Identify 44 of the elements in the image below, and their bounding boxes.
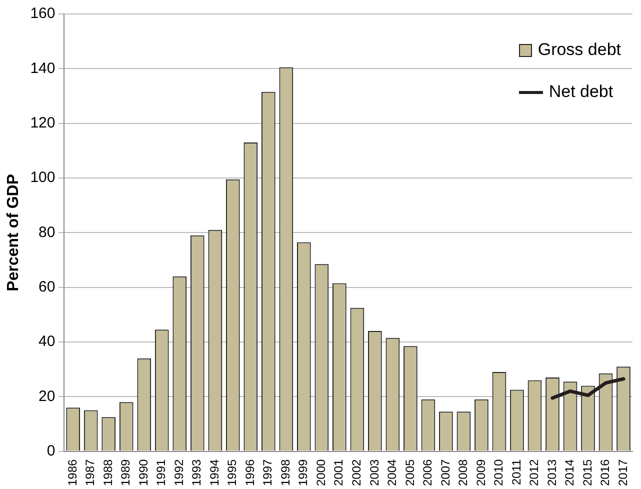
legend-label: Net debt <box>548 82 614 102</box>
x-tick-label: 1994 <box>207 458 222 486</box>
x-tick-label: 2008 <box>456 458 470 486</box>
x-tick-label: 2015 <box>580 458 594 486</box>
y-tick-label: 0 <box>46 442 56 460</box>
x-tick-label: 2007 <box>438 458 452 486</box>
x-tick-label: 2014 <box>562 458 577 486</box>
y-tick-label: 80 <box>38 224 56 241</box>
x-tick-label: 1990 <box>136 458 150 486</box>
x-tick-label: 2013 <box>544 458 559 486</box>
x-tick-label: 2009 <box>474 458 488 486</box>
x-tick-label: 2006 <box>420 458 435 486</box>
y-tick-label: 20 <box>38 388 56 405</box>
y-tick-label: 120 <box>30 114 56 132</box>
y-tick-label: 100 <box>30 169 56 186</box>
x-tick-label: 2005 <box>402 458 417 486</box>
y-tick-label: 160 <box>30 5 56 22</box>
x-tick-label: 2011 <box>509 458 524 486</box>
x-tick-label: 2010 <box>492 458 506 486</box>
x-tick-label: 1999 <box>296 458 310 486</box>
y-tick-label: 60 <box>38 278 56 296</box>
x-tick-label: 1988 <box>100 458 115 486</box>
x-tick-label: 1987 <box>83 458 98 486</box>
x-tick-label: 1986 <box>65 458 80 486</box>
x-tick-label: 1992 <box>172 458 186 486</box>
x-tick-label: 1993 <box>190 458 204 486</box>
x-tick-label: 1991 <box>154 458 168 486</box>
y-tick-label: 140 <box>30 60 56 77</box>
y-axis-title: Percent of GDP <box>5 174 22 292</box>
x-tick-label: 2017 <box>616 458 630 486</box>
x-tick-label: 2012 <box>527 458 542 486</box>
x-tick-label: 1995 <box>225 458 240 486</box>
x-tick-label: 2016 <box>598 458 612 486</box>
x-tick-label: 2000 <box>314 458 328 486</box>
x-tick-label: 1989 <box>118 458 133 486</box>
y-tick-label: 40 <box>38 333 56 350</box>
x-tick-label: 1996 <box>242 458 257 486</box>
x-tick-label: 1997 <box>260 458 275 486</box>
x-tick-label: 2001 <box>332 458 346 486</box>
x-tick-label: 2004 <box>385 458 400 486</box>
legend-label: Gross debt <box>538 40 621 60</box>
x-tick-label: 2003 <box>367 458 382 486</box>
x-tick-label: 1998 <box>278 458 292 486</box>
x-tick-label: 2002 <box>349 458 364 486</box>
